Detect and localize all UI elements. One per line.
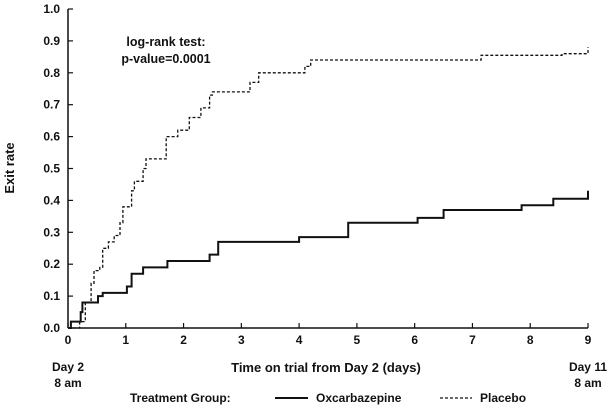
x-axis-label: Time on trial from Day 2 (days)	[231, 360, 421, 375]
x-end-label-day: Day 11	[569, 360, 607, 374]
y-tick-label: 0.6	[43, 130, 60, 144]
x-tick-label: 9	[585, 333, 592, 347]
placebo-line	[68, 47, 589, 329]
x-tick-label: 2	[180, 333, 187, 347]
y-axis-ticks: 0.0 0.1 0.2 0.3 0.4 0.5 0.6 0.7 0.8 0.9 1.0	[43, 2, 73, 335]
y-axis-label: Exit rate	[2, 142, 17, 193]
x-start-label-time: 8 am	[54, 376, 81, 390]
x-tick-label: 7	[469, 333, 476, 347]
x-tick-label: 1	[122, 333, 129, 347]
annotation-line-2: p-value=0.0001	[121, 52, 210, 66]
x-tick-label: 3	[238, 333, 245, 347]
legend-title: Treatment Group:	[130, 391, 231, 405]
y-tick-label: 0.5	[43, 162, 60, 176]
x-end-label-time: 8 am	[574, 376, 601, 390]
y-tick-label: 0.9	[43, 34, 60, 48]
oxcarbazepine-line	[68, 190, 589, 329]
y-tick-label: 0.4	[43, 193, 60, 207]
legend-label-placebo: Placebo	[480, 391, 526, 405]
x-tick-label: 8	[527, 333, 534, 347]
annotation-line-1: log-rank test:	[126, 35, 205, 49]
x-start-label-day: Day 2	[52, 360, 84, 374]
y-tick-label: 0.7	[43, 98, 60, 112]
x-axis-ticks: 0 1 2 3 4 5 6 7 8 9	[65, 323, 592, 347]
x-tick-label: 5	[354, 333, 361, 347]
y-tick-label: 0.2	[43, 257, 60, 271]
x-tick-label: 0	[65, 333, 72, 347]
x-tick-label: 6	[411, 333, 418, 347]
y-tick-label: 0.1	[43, 289, 60, 303]
series-lines	[68, 47, 589, 329]
y-tick-label: 0.8	[43, 66, 60, 80]
y-tick-label: 0.0	[43, 321, 60, 335]
y-tick-label: 1.0	[43, 2, 60, 16]
x-tick-label: 4	[296, 333, 303, 347]
legend-label-oxcarbazepine: Oxcarbazepine	[316, 391, 402, 405]
y-tick-label: 0.3	[43, 225, 60, 239]
legend: Treatment Group: Oxcarbazepine Placebo	[130, 391, 526, 405]
